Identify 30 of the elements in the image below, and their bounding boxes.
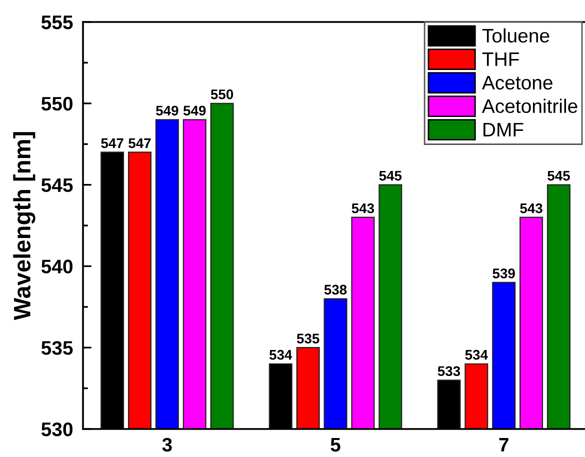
data-label: 539 [492,268,515,278]
y-tick-label: 555 [41,16,73,30]
y-tick-label: 530 [41,422,72,436]
data-label: 543 [352,203,374,214]
data-label: 545 [548,170,570,181]
legend-label: Toluene [482,28,550,43]
data-label: 550 [210,89,234,100]
legend-label: THF [482,52,519,66]
data-label: 549 [156,106,178,116]
data-label: 547 [128,138,151,148]
data-label: 549 [183,106,206,116]
legend-label: Acetone [482,76,552,90]
data-label: 535 [296,334,320,344]
x-tick-label: 5 [330,438,340,452]
legend-label: DMF [484,122,524,136]
data-label: 534 [269,350,292,360]
x-tick-label: 7 [499,438,508,452]
data-label: 534 [465,350,488,360]
data-label: 538 [324,284,347,295]
y-tick-label: 545 [41,178,73,192]
data-label: 547 [101,138,124,148]
y-tick-label: 540 [41,260,72,274]
data-label: 545 [379,170,402,181]
data-label: 543 [520,203,542,214]
y-tick-label: 550 [41,96,72,111]
y-tick-label: 535 [41,341,73,355]
data-label: 533 [438,366,460,376]
x-tick-label: 3 [162,438,172,452]
legend-label: Acetonitrile [482,98,578,114]
y-axis-title: Wavelength [nm] [13,132,36,320]
